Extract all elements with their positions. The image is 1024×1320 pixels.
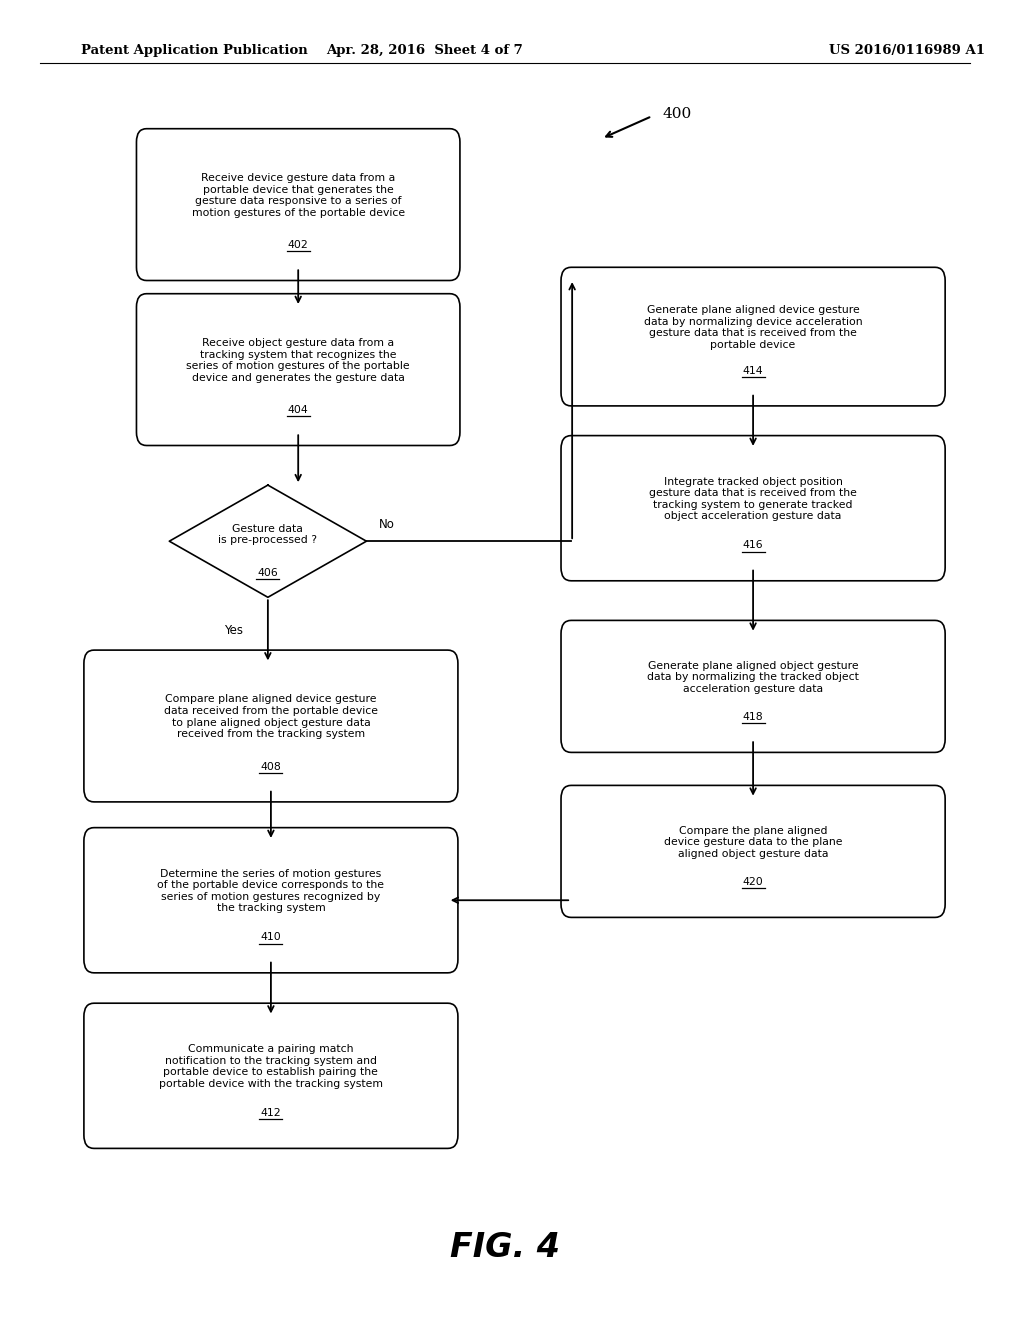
Text: Generate plane aligned device gesture
data by normalizing device acceleration
ge: Generate plane aligned device gesture da… — [644, 305, 862, 350]
FancyBboxPatch shape — [561, 436, 945, 581]
Text: 404: 404 — [288, 405, 308, 414]
FancyBboxPatch shape — [84, 1003, 458, 1148]
Text: Yes: Yes — [223, 624, 243, 636]
Text: No: No — [379, 517, 394, 531]
Text: Receive device gesture data from a
portable device that generates the
gesture da: Receive device gesture data from a porta… — [191, 173, 404, 218]
Text: 420: 420 — [742, 876, 764, 887]
Text: Integrate tracked object position
gesture data that is received from the
trackin: Integrate tracked object position gestur… — [649, 477, 857, 521]
Text: Generate plane aligned object gesture
data by normalizing the tracked object
acc: Generate plane aligned object gesture da… — [647, 660, 859, 694]
Text: 406: 406 — [257, 568, 279, 578]
Text: Compare the plane aligned
device gesture data to the plane
aligned object gestur: Compare the plane aligned device gesture… — [664, 825, 843, 859]
Text: FIG. 4: FIG. 4 — [451, 1230, 560, 1265]
Text: 400: 400 — [663, 107, 691, 120]
Text: 412: 412 — [260, 1107, 282, 1118]
FancyBboxPatch shape — [136, 129, 460, 281]
Text: 414: 414 — [742, 366, 764, 375]
Text: 402: 402 — [288, 240, 308, 251]
Text: Determine the series of motion gestures
of the portable device corresponds to th: Determine the series of motion gestures … — [158, 869, 384, 913]
Text: Gesture data
is pre-processed ?: Gesture data is pre-processed ? — [218, 524, 317, 545]
FancyBboxPatch shape — [561, 785, 945, 917]
Text: Patent Application Publication: Patent Application Publication — [81, 44, 307, 57]
Polygon shape — [169, 486, 367, 597]
Text: Communicate a pairing match
notification to the tracking system and
portable dev: Communicate a pairing match notification… — [159, 1044, 383, 1089]
Text: Apr. 28, 2016  Sheet 4 of 7: Apr. 28, 2016 Sheet 4 of 7 — [327, 44, 523, 57]
Text: 410: 410 — [260, 932, 282, 942]
Text: 408: 408 — [260, 762, 282, 771]
FancyBboxPatch shape — [84, 828, 458, 973]
Text: Compare plane aligned device gesture
data received from the portable device
to p: Compare plane aligned device gesture dat… — [164, 694, 378, 739]
FancyBboxPatch shape — [84, 649, 458, 801]
Text: 418: 418 — [742, 711, 764, 722]
FancyBboxPatch shape — [561, 267, 945, 407]
FancyBboxPatch shape — [136, 294, 460, 446]
Text: 416: 416 — [742, 540, 764, 550]
FancyBboxPatch shape — [561, 620, 945, 752]
Text: Receive object gesture data from a
tracking system that recognizes the
series of: Receive object gesture data from a track… — [186, 338, 410, 383]
Text: US 2016/0116989 A1: US 2016/0116989 A1 — [828, 44, 985, 57]
